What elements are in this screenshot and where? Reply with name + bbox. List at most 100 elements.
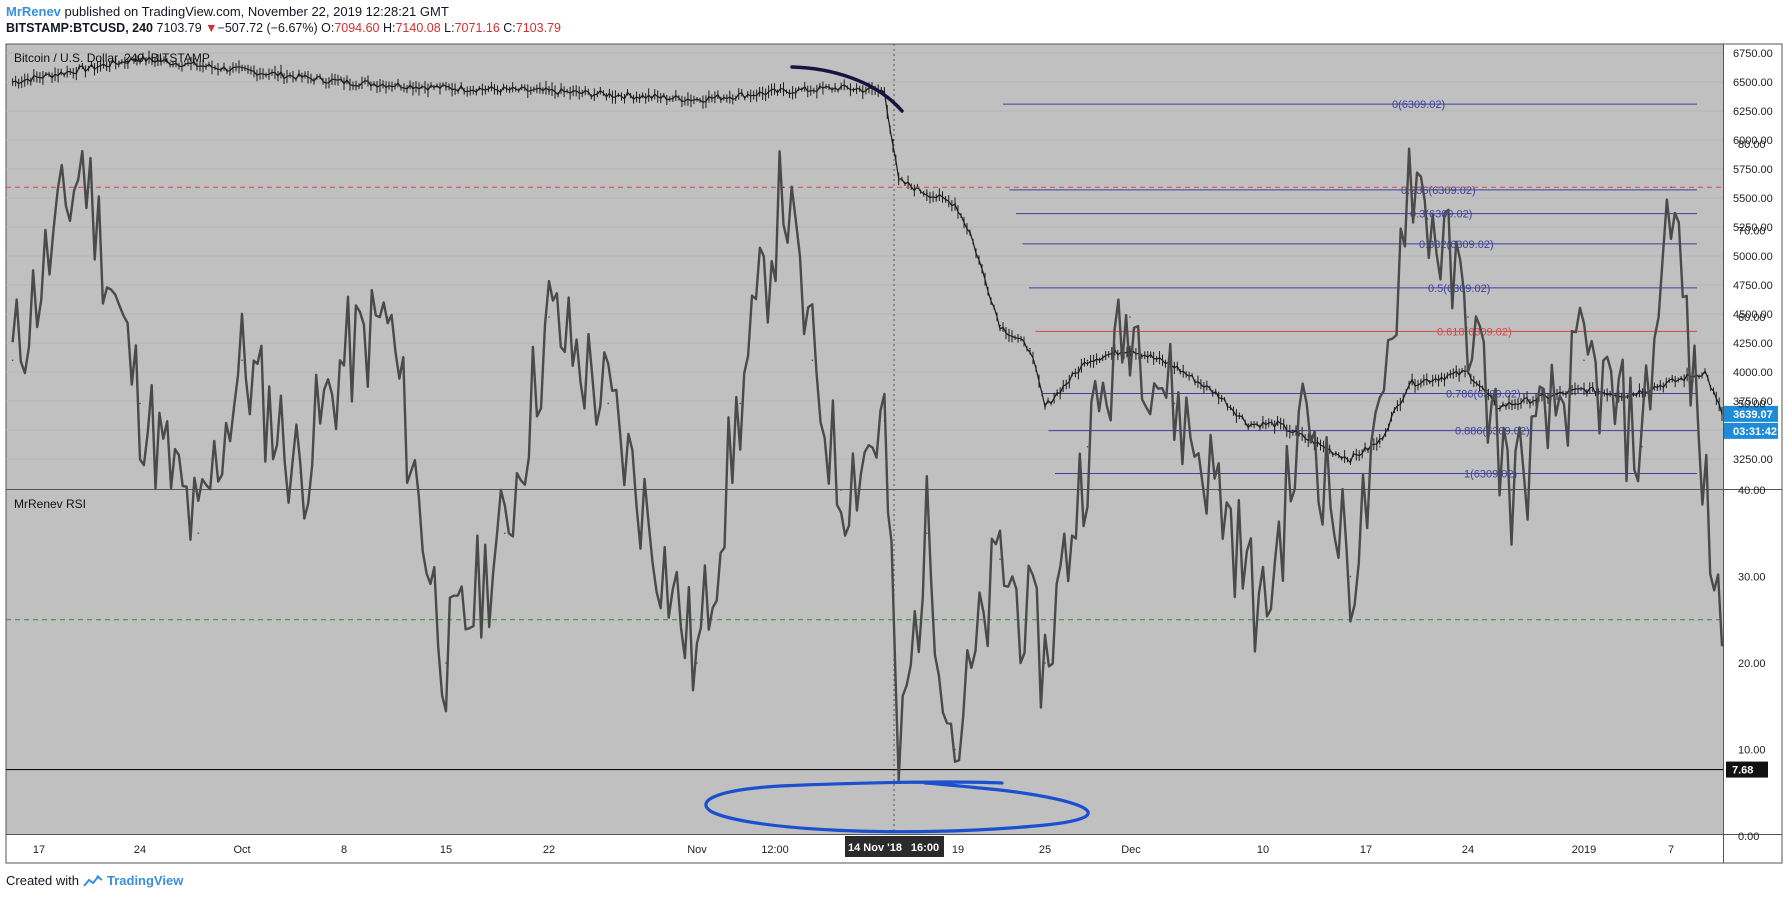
time-axis-tick: 10 <box>1257 844 1269 856</box>
price-axis-tick: 3250.00 <box>1733 454 1773 466</box>
price-data-point <box>445 87 447 89</box>
price-data-point <box>1408 382 1410 385</box>
rsi-data-point <box>811 359 814 362</box>
rsi-axis-tick: 30.00 <box>1738 572 1766 584</box>
rsi-data-point <box>241 359 243 362</box>
publisher-name[interactable]: MrRenev <box>6 4 61 19</box>
rsi-axis-tick: 0.00 <box>1738 831 1759 843</box>
rsi-data-point <box>299 471 302 474</box>
last-price-label: 3639.07 <box>1733 409 1773 421</box>
price-axis-tick: 5750.00 <box>1733 164 1773 176</box>
rsi-data-point <box>1467 316 1469 318</box>
price-data-point <box>11 81 14 83</box>
high-label: H: <box>382 21 396 35</box>
rsi-data-point <box>1721 644 1723 647</box>
rsi-data-point <box>1217 489 1220 491</box>
rsi-data-point <box>1349 575 1352 578</box>
close-value: 7103.79 <box>515 21 561 35</box>
price-pane[interactable] <box>6 44 1723 489</box>
rsi-axis-tick: 40.00 <box>1738 485 1766 497</box>
fib-level-label: 0.3(6309.02) <box>1410 209 1472 221</box>
rsi-data-point <box>1510 489 1513 491</box>
price-data-point <box>840 87 842 89</box>
price-axis-tick: 4500.00 <box>1733 309 1773 321</box>
rsi-data-point <box>1583 359 1585 362</box>
rsi-data-point <box>1173 402 1176 405</box>
low-value: 7071.16 <box>454 21 500 35</box>
last-price-badge <box>1724 405 1778 422</box>
time-axis-tick: 24 <box>1462 844 1474 856</box>
close-label: C: <box>503 21 516 35</box>
fib-level-label: 0.786(6309.02) <box>1446 388 1521 400</box>
time-axis-tick: Oct <box>233 844 250 856</box>
rsi-axis-tick: 20.00 <box>1738 658 1766 670</box>
price-axis-tick: 6250.00 <box>1733 106 1773 118</box>
rsi-data-point <box>840 489 842 491</box>
time-axis-tick: Nov <box>687 844 707 856</box>
rsi-data-point <box>343 359 345 362</box>
open-value: 7094.60 <box>334 21 380 35</box>
time-axis-tick: 17 <box>33 844 45 856</box>
rsi-data-point <box>548 316 550 318</box>
price-data-point <box>1721 413 1723 415</box>
price-data-point <box>1276 423 1279 426</box>
price-data-point <box>926 192 928 195</box>
drawn-arc-annotation[interactable] <box>790 65 904 113</box>
price-data-point <box>1044 406 1046 408</box>
tradingview-brand-link[interactable]: TradingView <box>106 873 184 888</box>
time-axis-tick: 19 <box>952 844 964 856</box>
symbol-info: BITSTAMP:BTCUSD, 240 7103.79 ▼−507.72 (−… <box>6 21 561 35</box>
countdown-badge <box>1724 422 1778 439</box>
rsi-data-point <box>739 402 742 405</box>
rsi-value-label: 7.68 <box>1732 765 1753 777</box>
rsi-pane[interactable] <box>6 490 1723 834</box>
price-change: −507.72 (−6.67%) <box>217 21 318 35</box>
last-price: 7103.79 <box>156 21 202 35</box>
price-axis-tick: 4250.00 <box>1733 338 1773 350</box>
rsi-data-point <box>1670 186 1672 189</box>
rsi-axis-tick: 60.00 <box>1738 312 1766 324</box>
fib-level-label: 0.236(6309.02) <box>1401 185 1476 197</box>
rsi-series-line[interactable] <box>11 147 1724 782</box>
price-data-point <box>969 232 971 234</box>
time-axis-tick: 12:00 <box>761 844 789 856</box>
drawn-ellipse-annotation[interactable] <box>704 780 1090 834</box>
rsi-data-point <box>445 662 447 664</box>
price-data-point <box>343 81 345 83</box>
price-axis-tick: 4750.00 <box>1733 280 1773 292</box>
price-data-point <box>1378 440 1381 443</box>
price-data-point <box>548 90 550 93</box>
price-data-point <box>883 90 886 93</box>
price-data-point <box>1349 458 1352 460</box>
rsi-data-point <box>782 186 785 189</box>
published-text: published on TradingView.com, November 2… <box>64 4 449 19</box>
price-data-point <box>954 203 956 205</box>
rsi-axis-tick: 50.00 <box>1738 399 1766 411</box>
time-axis-tick: 25 <box>1039 844 1051 856</box>
rsi-data-point <box>81 160 84 163</box>
publish-info: MrRenev published on TradingView.com, No… <box>6 4 449 19</box>
rsi-data-point <box>1378 445 1381 448</box>
rsi-axis-tick: 80.00 <box>1738 139 1766 151</box>
time-axis-tick: 7 <box>1668 844 1674 856</box>
countdown-label: 03:31:42 <box>1733 426 1777 438</box>
rsi-axis-tick: 10.00 <box>1738 745 1766 757</box>
rsi-data-point <box>999 558 1001 560</box>
price-data-point <box>1583 388 1585 391</box>
price-pane-title: Bitcoin / U.S. Dollar, 240, BITSTAMP <box>14 51 210 65</box>
rsi-data-point <box>197 532 200 535</box>
price-data-point <box>1129 348 1131 350</box>
time-axis-tick: 24 <box>134 844 146 856</box>
crosshair-date-label: 14 Nov '18 <box>848 842 902 854</box>
rsi-data-point <box>897 766 900 768</box>
price-data-point <box>782 90 785 93</box>
rsi-data-point <box>504 532 506 535</box>
open-label: O: <box>321 21 335 35</box>
rsi-data-point <box>1044 662 1046 664</box>
price-axis-tick: 3750.00 <box>1733 396 1773 408</box>
time-axis-tick: 8 <box>341 844 347 856</box>
rsi-data-point <box>386 316 389 318</box>
symbol-label: BITSTAMP:BTCUSD, 240 <box>6 21 154 35</box>
rsi-data-point <box>883 420 886 422</box>
